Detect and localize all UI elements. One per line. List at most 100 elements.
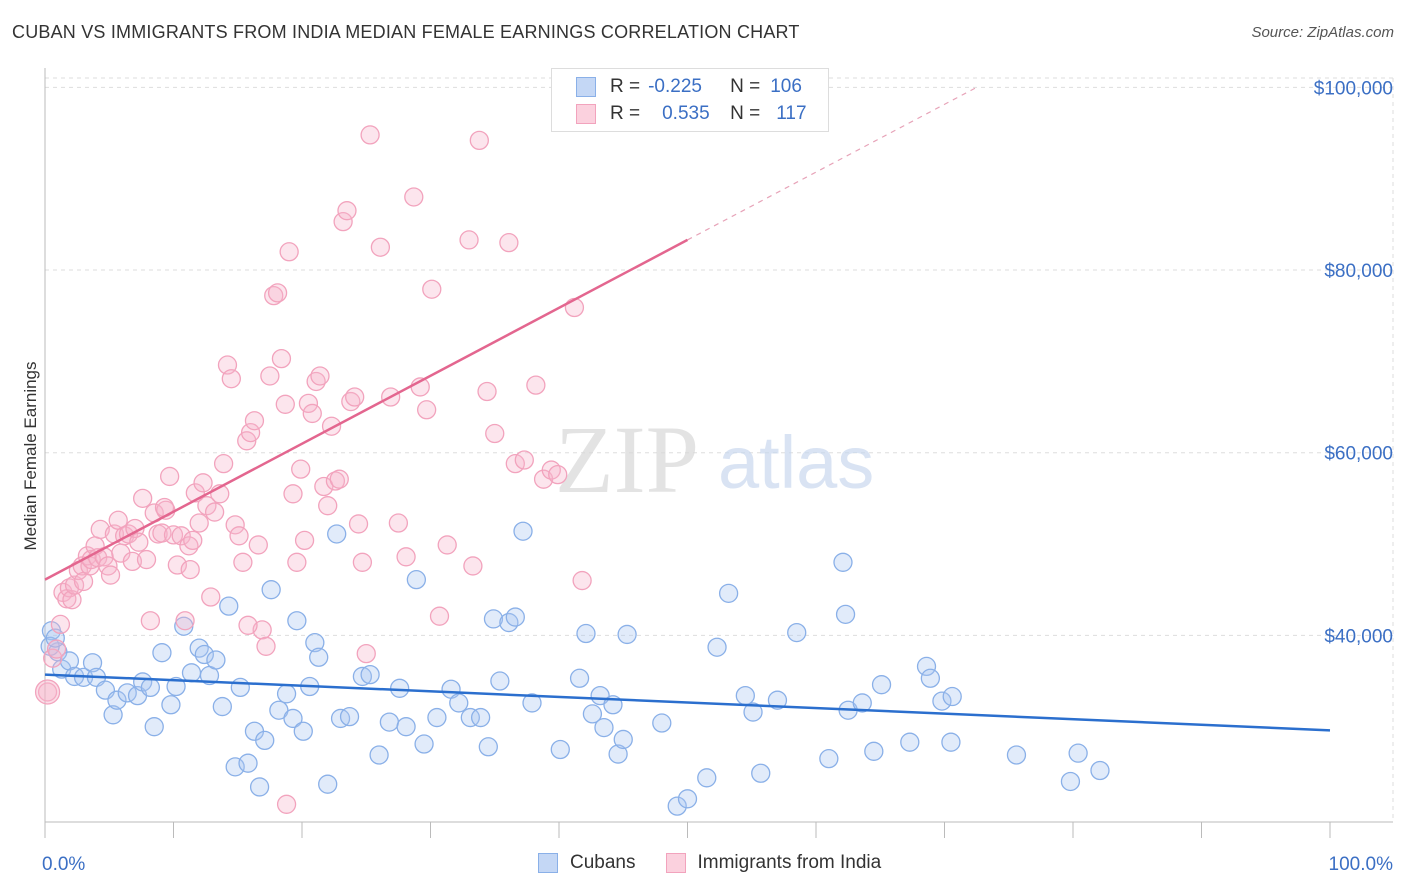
cubans-point bbox=[835, 604, 856, 624]
india-point bbox=[287, 552, 307, 572]
cubans-point bbox=[608, 744, 628, 764]
cubans-point bbox=[677, 789, 698, 809]
cubans-point bbox=[144, 717, 164, 737]
india-point bbox=[396, 547, 416, 567]
india-point bbox=[337, 201, 357, 221]
india-point bbox=[279, 242, 299, 262]
india-point bbox=[429, 606, 450, 626]
india-point bbox=[159, 466, 180, 487]
source-label: Source: ZipAtlas.com bbox=[1251, 24, 1394, 41]
cubans-point bbox=[513, 521, 533, 541]
cubans-point bbox=[107, 690, 127, 710]
legend-swatch-india bbox=[576, 104, 596, 124]
bottom-legend-cubans[interactable]: Cubans bbox=[538, 852, 636, 874]
india-point bbox=[294, 530, 315, 551]
cubans-point bbox=[269, 700, 289, 720]
bottom-legend-india[interactable]: Immigrants from India bbox=[665, 852, 881, 874]
india-point bbox=[34, 679, 61, 705]
cubans-point bbox=[194, 644, 214, 665]
india-point bbox=[404, 187, 424, 207]
cubans-point bbox=[59, 651, 80, 671]
chart-title: CUBAN VS IMMIGRANTS FROM INDIA MEDIAN FE… bbox=[12, 22, 800, 42]
india-point bbox=[225, 515, 245, 535]
cubans-point bbox=[871, 675, 892, 695]
cubans-point bbox=[920, 668, 941, 688]
watermark-atlas: atlas bbox=[718, 421, 874, 504]
india-point bbox=[548, 464, 568, 485]
cubans-point bbox=[1068, 743, 1088, 763]
india-point bbox=[514, 450, 534, 470]
cubans-point bbox=[941, 732, 961, 752]
cubans-point bbox=[406, 569, 427, 590]
cubans-point bbox=[379, 712, 400, 732]
legend-r-label: R = bbox=[610, 103, 641, 124]
cubans-point bbox=[582, 704, 603, 724]
y-tick-label: $80,000 bbox=[1324, 261, 1393, 282]
cubans-point bbox=[414, 734, 434, 754]
cubans-point bbox=[339, 706, 360, 727]
cubans-point bbox=[305, 633, 325, 653]
cubans-point bbox=[327, 524, 347, 544]
india-point bbox=[171, 526, 191, 546]
india-point bbox=[422, 279, 442, 299]
legend-r-value-cubans: -0.225 bbox=[648, 76, 702, 97]
india-point bbox=[233, 552, 253, 572]
cubans-point bbox=[916, 656, 937, 677]
cubans-point bbox=[261, 580, 281, 600]
cubans-point bbox=[396, 717, 416, 737]
cubans-point bbox=[219, 596, 239, 616]
bottom-legend: Cubans Immigrants from India bbox=[538, 852, 911, 874]
india-point bbox=[370, 237, 391, 257]
bottom-legend-swatch-cubans bbox=[538, 853, 558, 873]
cubans-point bbox=[483, 609, 504, 629]
india-point bbox=[197, 496, 217, 516]
india-point bbox=[248, 535, 268, 555]
india-trend-line bbox=[44, 238, 689, 581]
cubans-point bbox=[667, 796, 687, 816]
india-point bbox=[459, 230, 479, 250]
india-point bbox=[437, 535, 457, 555]
cubans-point bbox=[189, 638, 209, 658]
cubans-point bbox=[718, 583, 739, 603]
legend-row-india: R = 0.535 N = 117 bbox=[576, 101, 807, 127]
india-point bbox=[469, 130, 489, 151]
cubans-point bbox=[569, 668, 590, 688]
india-point bbox=[310, 366, 330, 386]
india-point bbox=[499, 233, 519, 253]
cubans-point bbox=[1090, 760, 1110, 781]
cubans-point bbox=[864, 741, 884, 761]
cubans-point bbox=[255, 730, 275, 751]
legend-r-label: R = bbox=[610, 76, 641, 97]
cubans-point bbox=[478, 737, 498, 757]
y-tick-label: $40,000 bbox=[1324, 626, 1393, 647]
india-point bbox=[189, 513, 209, 533]
india-point bbox=[183, 530, 203, 551]
y-tick-label: $100,000 bbox=[1314, 78, 1393, 99]
cubans-point bbox=[617, 624, 637, 645]
india-point bbox=[572, 570, 592, 591]
cubans-point bbox=[735, 685, 755, 706]
cubans-point bbox=[293, 721, 313, 741]
india-point bbox=[416, 400, 437, 420]
india-point bbox=[485, 423, 505, 444]
legend-n-value-india: 117 bbox=[776, 103, 807, 124]
cubans-point bbox=[470, 707, 491, 728]
cubans-point bbox=[697, 768, 717, 788]
india-point bbox=[133, 488, 153, 509]
india-point bbox=[356, 643, 376, 664]
india-point bbox=[352, 552, 373, 572]
india-point bbox=[46, 639, 67, 659]
india-point bbox=[360, 125, 380, 145]
india-point bbox=[271, 348, 292, 369]
india-point bbox=[136, 549, 157, 570]
bottom-legend-swatch-india bbox=[665, 853, 686, 873]
india-point bbox=[193, 473, 213, 493]
cubans-point bbox=[352, 666, 373, 687]
cubans-point bbox=[576, 623, 596, 644]
cubans-point bbox=[390, 678, 410, 698]
india-point bbox=[388, 513, 409, 533]
cubans-point bbox=[181, 663, 202, 683]
stats-legend: R = -0.225 N = 106 R = 0.535 N = 117 bbox=[551, 68, 829, 132]
india-point bbox=[238, 615, 258, 635]
india-point bbox=[62, 590, 82, 610]
